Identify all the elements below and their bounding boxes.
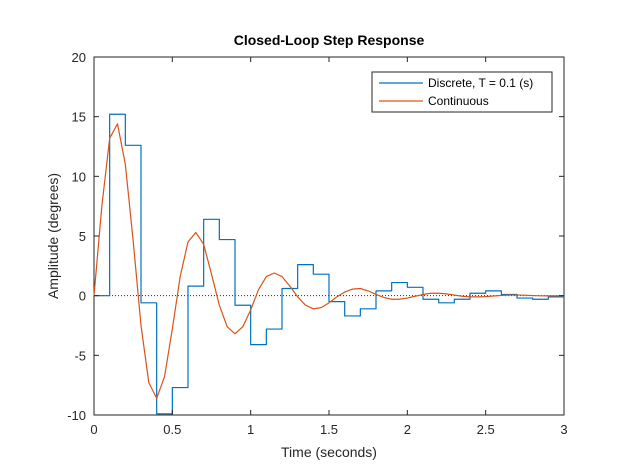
x-tick-label: 3 bbox=[560, 422, 567, 437]
series-line-continuous bbox=[93, 123, 565, 399]
y-tick-label: 0 bbox=[79, 289, 86, 304]
y-tick-label: 5 bbox=[79, 229, 86, 244]
axis-ticks: 0 0.5 1 1.5 2 2.5 3 -10 -5 0 5 10 15 20 bbox=[67, 50, 567, 437]
x-axis-label: Time (seconds) bbox=[281, 444, 377, 460]
y-axis-label: Amplitude (degrees) bbox=[45, 173, 61, 299]
x-tick-label: 1 bbox=[247, 422, 254, 437]
x-tick-label: 2.5 bbox=[477, 422, 495, 437]
y-tick-label: -5 bbox=[74, 348, 86, 363]
plot-area[interactable] bbox=[93, 56, 565, 416]
chart-title: Closed-Loop Step Response bbox=[234, 32, 425, 48]
legend[interactable]: Discrete, T = 0.1 (s) Continuous bbox=[371, 71, 553, 113]
series-layer bbox=[93, 113, 565, 415]
legend-box bbox=[371, 71, 553, 113]
y-tick-label: 10 bbox=[72, 169, 86, 184]
series-line-discrete bbox=[94, 113, 565, 415]
legend-label-continuous: Continuous bbox=[428, 94, 489, 108]
x-tick-label: 2 bbox=[404, 422, 411, 437]
x-tick-label: 0 bbox=[90, 422, 97, 437]
x-tick-label: 0.5 bbox=[163, 422, 181, 437]
legend-label-discrete: Discrete, T = 0.1 (s) bbox=[428, 76, 533, 90]
y-tick-label: -10 bbox=[67, 408, 86, 423]
x-tick-label: 1.5 bbox=[320, 422, 338, 437]
y-tick-label: 15 bbox=[72, 110, 86, 125]
y-tick-label: 20 bbox=[72, 50, 86, 65]
